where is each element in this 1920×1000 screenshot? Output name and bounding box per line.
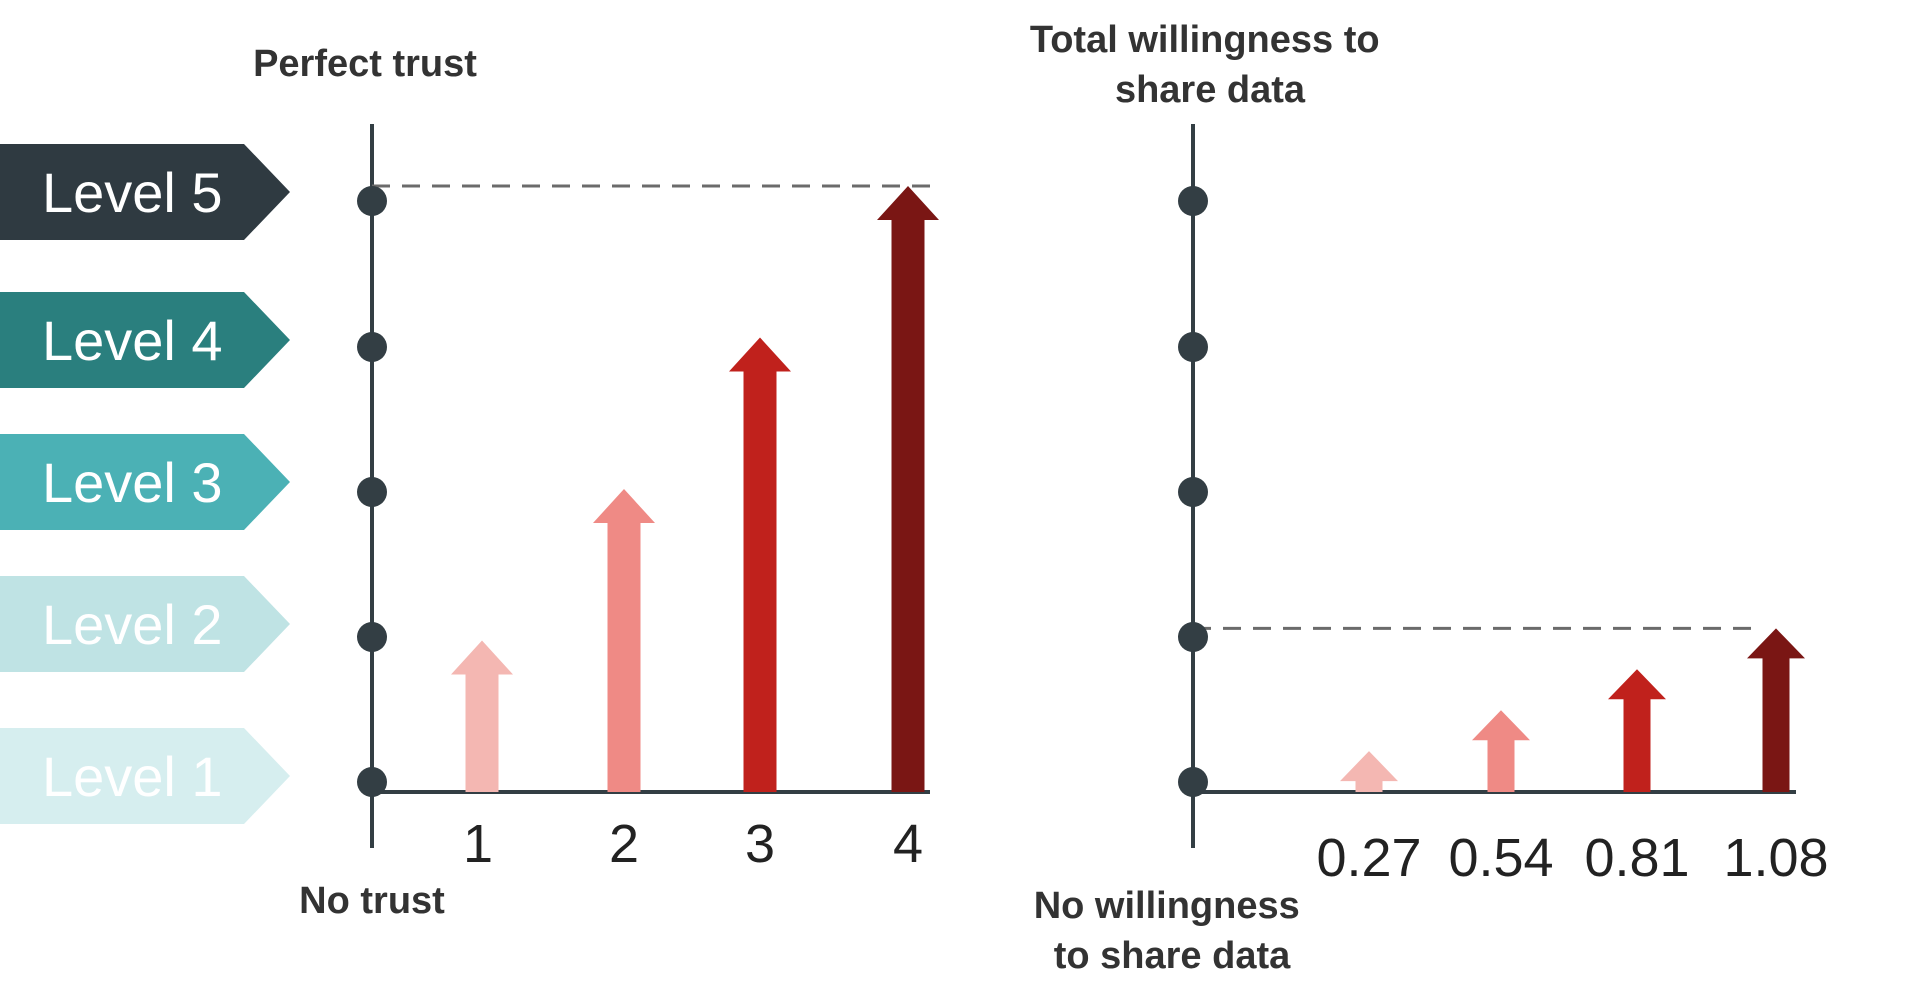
trust-axis-dot [357,186,387,216]
willingness-axis-dot [1178,332,1208,362]
level-4-label: Level 4 [42,309,223,372]
trust-arrow-3 [729,337,791,792]
willingness-tick-4: 1.08 [1723,828,1828,888]
level-5-chevron: Level 5 [0,144,290,240]
willingness-arrow-1 [1340,751,1398,792]
trust-axis-dot [357,477,387,507]
trust-arrow-2 [593,489,655,792]
willingness-tick-1: 0.27 [1316,828,1421,888]
level-3-label: Level 3 [42,451,223,514]
willingness-tick-2: 0.54 [1448,828,1553,888]
no-willingness-label: No willingness to share data [1034,885,1311,977]
trust-tick-4: 4 [893,814,923,874]
willingness-axis-dot [1178,767,1208,797]
perfect-trust-label: Perfect trust [253,43,477,85]
willingness-axis-dot [1178,477,1208,507]
trust-axis-dot [357,622,387,652]
level-1-label: Level 1 [42,745,223,808]
trust-tick-3: 3 [745,814,775,874]
willingness-axis-dot [1178,186,1208,216]
willingness-axis-dot [1178,622,1208,652]
willingness-arrow-2 [1472,710,1530,792]
trust-panel: Perfect trust No trust 1 2 3 4 [253,43,940,922]
no-trust-label: No trust [299,880,445,922]
trust-arrow-4 [877,186,939,792]
trust-axis-dots [357,186,387,797]
level-3-chevron: Level 3 [0,434,290,530]
willingness-panel: Total willingness to share data No willi… [1030,19,1829,977]
level-4-chevron: Level 4 [0,292,290,388]
willingness-tick-3: 0.81 [1584,828,1689,888]
willingness-arrow-4 [1747,628,1805,792]
willingness-arrow-3 [1608,669,1666,792]
trust-tick-2: 2 [609,814,639,874]
level-2-chevron: Level 2 [0,576,290,672]
total-willingness-label: Total willingness to share data [1030,19,1390,111]
trust-axis-dot [357,767,387,797]
level-1-chevron: Level 1 [0,728,290,824]
trust-axis-dot [357,332,387,362]
trust-tick-1: 1 [463,814,493,874]
trust-arrow-1 [451,640,513,792]
willingness-axis-dots [1178,186,1208,797]
level-scale: Level 5 Level 4 Level 3 Level 2 Level 1 [0,144,290,824]
level-2-label: Level 2 [42,593,223,656]
level-5-label: Level 5 [42,161,223,224]
